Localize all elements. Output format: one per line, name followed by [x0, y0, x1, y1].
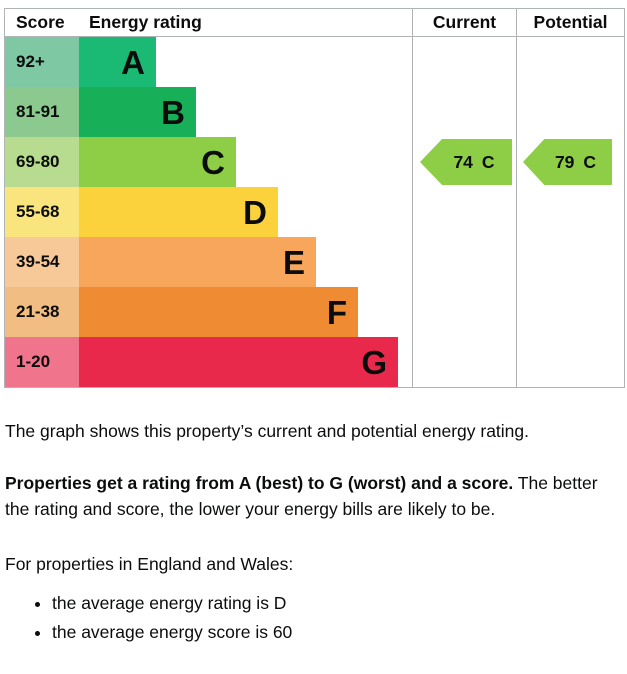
rating-cell-c: C [79, 137, 412, 187]
epc-rating-chart: Score Energy rating Current Potential 92… [4, 8, 625, 388]
header-energy-rating: Energy rating [89, 11, 202, 32]
list-item-average-score: the average energy score is 60 [52, 620, 609, 645]
potential-cell-e [516, 237, 624, 287]
rating-explainer-rest: The better the rating and score, the low… [5, 473, 598, 519]
potential-cell-a [516, 37, 624, 87]
list-item-average-rating: the average energy rating is D [52, 591, 609, 616]
band-row-g: 1-20 G [5, 337, 624, 387]
band-letter-b: B [161, 93, 185, 131]
band-bar-e: E [79, 237, 316, 287]
score-range-e: 39-54 [5, 237, 79, 287]
score-range-b: 81-91 [5, 87, 79, 137]
current-cell-c: 74 C [412, 137, 516, 187]
potential-cell-b [516, 87, 624, 137]
current-rating-arrow: 74 C [420, 139, 512, 185]
current-band-letter: C [481, 151, 495, 172]
header-potential: Potential [516, 9, 624, 36]
score-range-d: 55-68 [5, 187, 79, 237]
rating-cell-d: D [79, 187, 412, 237]
averages-list: the average energy rating is D the avera… [5, 591, 609, 646]
potential-cell-g [516, 337, 624, 387]
current-cell-b [412, 87, 516, 137]
potential-band-letter: C [583, 151, 597, 172]
band-letter-f: F [326, 293, 347, 331]
band-bar-a: A [79, 37, 156, 87]
band-row-b: 81-91 B [5, 87, 624, 137]
rating-cell-b: B [79, 87, 412, 137]
band-letter-a: A [121, 43, 145, 81]
current-cell-d [412, 187, 516, 237]
rating-cell-e: E [79, 237, 412, 287]
band-letter-e: E [282, 243, 305, 281]
band-letter-d: D [243, 193, 267, 231]
header-current: Current [412, 9, 516, 36]
epc-chart-header: Score Energy rating Current Potential [5, 9, 624, 37]
rating-explainer-text: Properties get a rating from A (best) to… [5, 471, 609, 522]
graph-intro-text: The graph shows this property’s current … [5, 421, 530, 441]
current-cell-e [412, 237, 516, 287]
band-bar-d: D [79, 187, 278, 237]
potential-rating-arrow: 79 C [523, 139, 612, 185]
header-score: Score [16, 11, 65, 32]
current-score: 74 [453, 151, 473, 172]
current-cell-a [412, 37, 516, 87]
rating-cell-g: G [79, 337, 412, 387]
score-range-c: 69-80 [5, 137, 79, 187]
band-bar-f: F [79, 287, 358, 337]
score-range-a: 92+ [5, 37, 79, 87]
band-bar-g: G [79, 337, 398, 387]
band-row-c: 69-80 C 74 C 79 C [5, 137, 624, 187]
band-letter-c: C [201, 143, 225, 181]
potential-score: 79 [554, 151, 575, 172]
band-row-d: 55-68 D [5, 187, 624, 237]
potential-cell-c: 79 C [516, 137, 624, 187]
score-range-g: 1-20 [5, 337, 79, 387]
region-heading: For properties in England and Wales: [5, 554, 294, 575]
rating-cell-f: F [79, 287, 412, 337]
band-row-f: 21-38 F [5, 287, 624, 337]
current-cell-f [412, 287, 516, 337]
rating-cell-a: A [79, 37, 412, 87]
potential-cell-f [516, 287, 624, 337]
band-bar-b: B [79, 87, 196, 137]
rating-explainer-bold: Properties get a rating from A (best) to… [5, 473, 514, 494]
current-cell-g [412, 337, 516, 387]
score-range-f: 21-38 [5, 287, 79, 337]
potential-cell-d [516, 187, 624, 237]
epc-chart-rows: 92+ A 81-91 B 69-80 C 74 C 79 C 55-68 D 39-54 E 21-38 F… [5, 37, 624, 387]
epc-description: The graph shows this property’s current … [5, 419, 609, 645]
band-bar-c: C [79, 137, 236, 187]
band-row-e: 39-54 E [5, 237, 624, 287]
band-row-a: 92+ A [5, 37, 624, 87]
band-letter-g: G [361, 343, 387, 381]
